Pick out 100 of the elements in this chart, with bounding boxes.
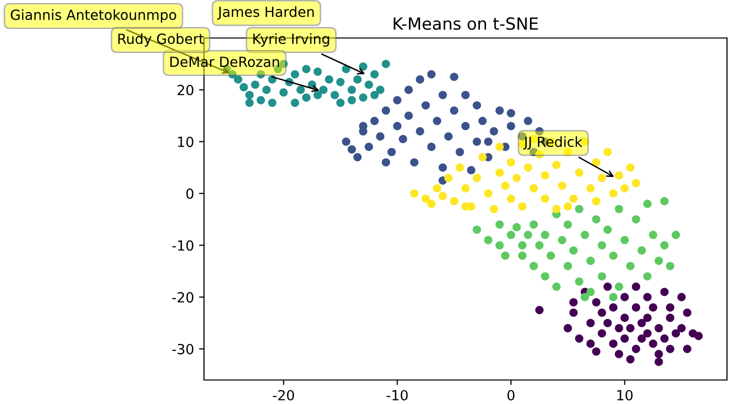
point <box>364 142 374 151</box>
point <box>404 112 413 120</box>
point <box>603 148 612 156</box>
point <box>478 116 487 126</box>
point <box>535 241 544 250</box>
point <box>472 226 482 234</box>
point <box>296 86 305 94</box>
point <box>614 350 624 358</box>
point <box>643 272 652 281</box>
point <box>427 142 436 151</box>
point <box>586 184 595 192</box>
point <box>632 215 640 224</box>
text: James Harden <box>217 6 314 20</box>
point <box>427 200 436 208</box>
point <box>666 303 674 312</box>
point <box>660 288 669 296</box>
point <box>370 70 379 78</box>
annotation: DeMar DeRozan <box>170 56 280 68</box>
point <box>677 292 686 302</box>
point <box>336 98 345 107</box>
point <box>432 116 442 126</box>
point <box>586 340 595 348</box>
point <box>382 60 390 68</box>
point <box>422 194 430 203</box>
point <box>506 122 516 130</box>
point <box>592 215 600 224</box>
point <box>575 334 584 343</box>
point <box>484 189 492 198</box>
point <box>342 137 350 146</box>
point <box>256 70 266 78</box>
point <box>592 298 600 306</box>
point <box>438 163 447 172</box>
point <box>268 98 276 107</box>
point <box>632 303 640 312</box>
point <box>228 70 237 78</box>
point <box>540 272 550 281</box>
point <box>456 148 464 156</box>
point <box>564 262 572 270</box>
point <box>535 127 544 136</box>
point <box>353 153 362 162</box>
point <box>660 197 669 206</box>
point <box>398 134 408 144</box>
point <box>495 106 504 115</box>
y-tick-label: -10 <box>172 240 194 251</box>
point <box>626 163 635 172</box>
point <box>302 93 310 102</box>
point <box>461 122 470 130</box>
point <box>393 122 402 130</box>
point <box>359 93 368 102</box>
point <box>609 251 618 260</box>
point <box>666 344 674 354</box>
point <box>512 174 521 182</box>
point <box>382 106 390 115</box>
x-tick-label: 0 <box>507 390 514 400</box>
point <box>654 358 663 366</box>
point <box>302 64 310 74</box>
point <box>580 230 590 240</box>
point <box>598 272 606 281</box>
point <box>245 98 254 107</box>
point <box>245 90 254 100</box>
point <box>540 171 550 180</box>
point <box>290 98 300 107</box>
point <box>518 251 527 260</box>
x-tick-label: 10 <box>617 390 633 400</box>
point <box>586 288 595 296</box>
point <box>518 202 527 211</box>
point <box>660 334 669 343</box>
point <box>620 334 629 343</box>
point <box>586 318 595 328</box>
point <box>506 158 516 167</box>
point <box>694 332 703 340</box>
point <box>564 148 572 156</box>
point <box>592 197 600 206</box>
point <box>416 75 424 84</box>
point <box>558 236 566 244</box>
point <box>672 230 680 240</box>
point <box>348 96 356 104</box>
point <box>336 78 345 86</box>
y-tick-label: 0 <box>186 188 194 199</box>
point <box>382 158 390 167</box>
x-tick-label: -10 <box>386 390 408 400</box>
point <box>620 292 629 302</box>
point <box>648 303 658 312</box>
point <box>654 324 663 332</box>
point <box>643 292 652 302</box>
point <box>569 246 578 255</box>
point <box>393 96 402 104</box>
point <box>506 108 516 118</box>
point <box>319 86 328 94</box>
point <box>456 163 464 172</box>
annotation: Kyrie Irving <box>253 33 330 47</box>
point <box>444 174 453 182</box>
point <box>626 324 635 332</box>
point <box>586 256 595 265</box>
point <box>598 241 606 250</box>
point <box>359 62 368 71</box>
point <box>660 241 669 250</box>
point <box>518 241 527 250</box>
point <box>279 88 288 97</box>
point <box>524 116 532 126</box>
